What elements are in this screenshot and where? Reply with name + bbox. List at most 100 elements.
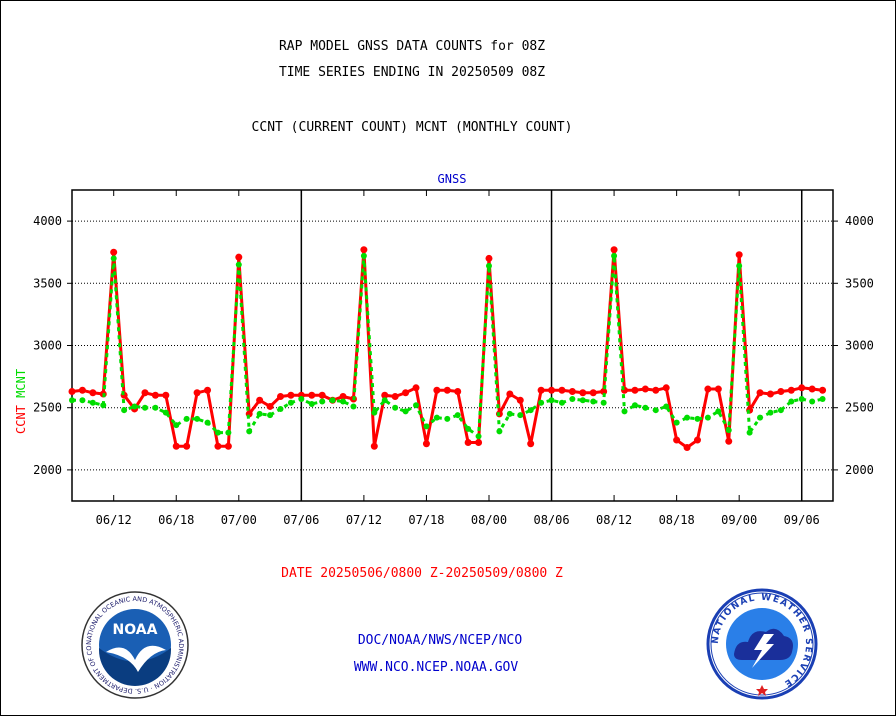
data-point-ccnt xyxy=(787,386,795,394)
x-tick-label: 07/12 xyxy=(346,513,382,527)
y-tick-label-right: 3500 xyxy=(845,276,874,290)
x-tick-label: 07/18 xyxy=(408,513,444,527)
data-point-mcnt xyxy=(329,397,336,404)
data-point-mcnt xyxy=(69,397,75,404)
data-point-ccnt xyxy=(443,386,451,394)
data-point-mcnt xyxy=(652,407,659,414)
data-point-ccnt xyxy=(808,385,816,393)
data-point-ccnt xyxy=(78,386,86,394)
data-point-ccnt xyxy=(475,439,483,447)
data-point-mcnt xyxy=(89,399,96,406)
data-point-mcnt xyxy=(298,395,305,402)
data-point-mcnt xyxy=(704,414,711,421)
chart-title-line1: RAP MODEL GNSS DATA COUNTS for 08Z xyxy=(278,39,546,54)
data-point-mcnt xyxy=(100,402,107,409)
data-point-mcnt xyxy=(392,404,399,411)
org-link[interactable]: DOC/NOAA/NWS/NCEP/NCO xyxy=(357,633,523,648)
data-point-mcnt xyxy=(538,399,545,406)
data-point-mcnt xyxy=(590,398,597,405)
data-point-ccnt xyxy=(370,442,378,450)
data-point-mcnt xyxy=(277,405,284,412)
data-point-ccnt xyxy=(266,402,274,410)
data-point-mcnt xyxy=(663,403,670,410)
data-point-ccnt xyxy=(589,389,597,397)
noaa-logo[interactable]: NATIONAL OCEANIC AND ATMOSPHERIC ADMINIS… xyxy=(80,590,190,700)
data-point-ccnt xyxy=(360,246,368,254)
data-point-mcnt xyxy=(183,415,190,422)
data-point-ccnt xyxy=(693,436,701,444)
data-point-mcnt xyxy=(319,398,326,405)
data-point-ccnt xyxy=(610,246,618,254)
data-point-mcnt xyxy=(287,399,294,406)
data-point-ccnt xyxy=(235,253,243,261)
data-point-ccnt xyxy=(537,386,545,394)
data-point-mcnt xyxy=(402,408,409,415)
data-point-mcnt xyxy=(725,427,732,434)
data-point-mcnt xyxy=(475,433,482,440)
data-point-mcnt xyxy=(110,255,117,262)
data-point-ccnt xyxy=(506,390,514,398)
data-point-ccnt xyxy=(183,442,191,450)
data-point-mcnt xyxy=(194,415,201,422)
data-point-mcnt xyxy=(267,412,274,419)
data-point-mcnt xyxy=(715,408,722,415)
data-point-ccnt xyxy=(193,389,201,397)
data-point-mcnt xyxy=(214,429,221,436)
data-point-mcnt xyxy=(423,423,430,430)
data-point-ccnt xyxy=(714,385,722,393)
data-point-mcnt xyxy=(413,402,420,409)
data-point-ccnt xyxy=(412,384,420,392)
data-point-ccnt xyxy=(339,393,347,401)
data-point-ccnt xyxy=(798,384,806,392)
data-point-mcnt xyxy=(506,410,513,417)
y-tick-label-left: 3500 xyxy=(33,276,62,290)
data-point-ccnt xyxy=(704,385,712,393)
data-point-ccnt xyxy=(454,388,462,396)
data-point-mcnt xyxy=(579,397,586,404)
data-point-ccnt xyxy=(641,385,649,393)
url-link[interactable]: WWW.NCO.NCEP.NOAA.GOV xyxy=(353,660,519,675)
x-tick-label: 08/12 xyxy=(596,513,632,527)
data-point-mcnt xyxy=(131,403,138,410)
data-point-ccnt xyxy=(162,391,170,399)
data-point-mcnt xyxy=(684,414,691,421)
data-point-mcnt xyxy=(141,404,148,411)
data-point-ccnt xyxy=(402,389,410,397)
y-axis-label-ccnt: CCNT xyxy=(14,405,28,434)
data-point-ccnt xyxy=(579,389,587,397)
data-point-mcnt xyxy=(465,425,472,432)
data-point-mcnt xyxy=(819,395,826,402)
data-point-mcnt xyxy=(340,398,347,405)
nws-logo[interactable]: NATIONAL WEATHER SERVICE xyxy=(706,588,818,700)
data-point-ccnt xyxy=(662,384,670,392)
x-tick-label: 08/06 xyxy=(533,513,569,527)
y-tick-label-right: 2500 xyxy=(845,401,874,415)
y-tick-label-right: 4000 xyxy=(845,214,874,228)
data-point-mcnt xyxy=(152,404,159,411)
data-point-mcnt xyxy=(673,419,680,426)
data-point-mcnt xyxy=(350,403,357,410)
data-point-ccnt xyxy=(725,437,733,445)
data-point-ccnt xyxy=(276,393,284,401)
data-point-ccnt xyxy=(631,386,639,394)
y-axis-label-mcnt: MCNT xyxy=(14,368,28,398)
data-point-mcnt xyxy=(256,410,263,417)
x-tick-label: 07/00 xyxy=(221,513,257,527)
data-point-mcnt xyxy=(621,408,628,415)
data-point-ccnt xyxy=(527,440,535,448)
data-point-ccnt xyxy=(683,444,691,452)
data-point-ccnt xyxy=(673,436,681,444)
data-point-ccnt xyxy=(433,386,441,394)
data-point-mcnt xyxy=(558,399,565,406)
data-point-ccnt xyxy=(381,391,389,399)
data-point-mcnt xyxy=(569,395,576,402)
data-point-mcnt xyxy=(235,261,242,268)
data-point-mcnt xyxy=(162,409,169,416)
data-point-mcnt xyxy=(736,262,743,269)
y-tick-label-left: 2000 xyxy=(33,463,62,477)
data-point-mcnt xyxy=(308,400,315,407)
data-point-ccnt xyxy=(766,390,774,398)
data-point-ccnt xyxy=(141,389,149,397)
data-point-mcnt xyxy=(694,415,701,422)
y-tick-label-right: 3000 xyxy=(845,339,874,353)
